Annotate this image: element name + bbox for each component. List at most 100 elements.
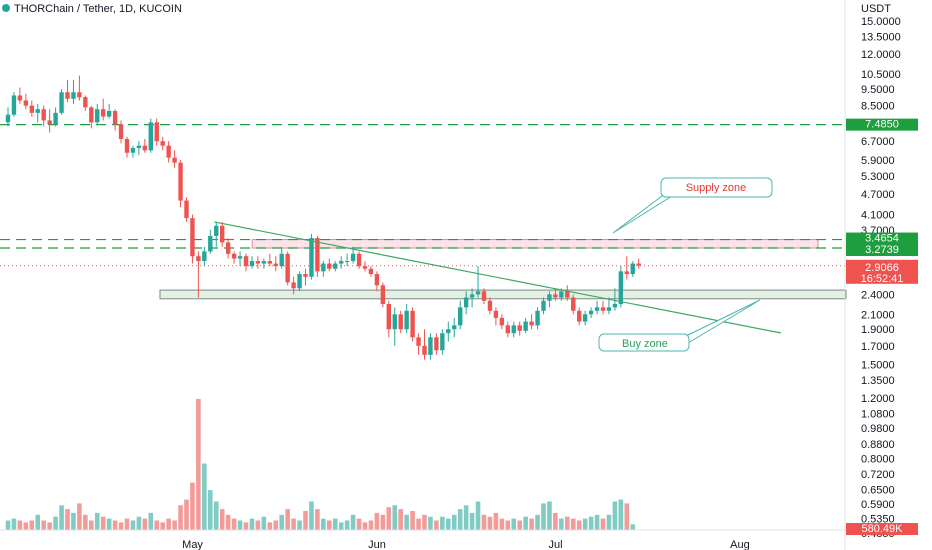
candle-body xyxy=(297,274,302,289)
volume-bar xyxy=(570,518,576,530)
candle-body xyxy=(118,124,124,139)
volume-bar xyxy=(148,512,154,530)
volume-bar xyxy=(368,520,374,530)
supply-zone-callout-box xyxy=(660,177,773,198)
candle-body xyxy=(487,300,493,311)
candle-body xyxy=(136,145,142,149)
level-tag-7485: 7.4850 xyxy=(865,119,899,131)
volume-bar xyxy=(612,501,618,530)
candle-body xyxy=(172,157,177,163)
candle-body xyxy=(398,314,403,330)
price-tick-label: 0.9800 xyxy=(861,423,895,435)
volume-bar xyxy=(47,522,52,530)
volume-bar xyxy=(630,524,636,530)
candle-countdown-label: 16:52:41 xyxy=(861,273,904,285)
candle-body xyxy=(380,285,386,305)
candle-body xyxy=(243,256,249,267)
candle-body xyxy=(624,271,629,275)
last-price-label: 2.9066 xyxy=(865,262,899,274)
candle-body xyxy=(249,261,255,267)
volume-bar xyxy=(297,520,302,530)
candle-body xyxy=(23,100,29,106)
candle-body xyxy=(5,114,11,123)
volume-bar xyxy=(219,509,225,530)
volume-bar xyxy=(237,520,243,530)
supply-zone-box xyxy=(251,239,819,249)
volume-bar xyxy=(327,520,332,530)
price-tick-label: 0.8000 xyxy=(861,453,895,465)
price-tick-label: 10.5000 xyxy=(861,69,901,81)
volume-bar xyxy=(565,516,570,530)
volume-bar xyxy=(29,520,35,530)
candle-body xyxy=(77,92,82,98)
volume-bar xyxy=(374,512,380,530)
candle-body xyxy=(446,329,451,334)
volume-bar xyxy=(315,509,320,530)
candle-body xyxy=(458,307,463,326)
time-tick-label: Jul xyxy=(548,539,562,550)
volume-bar xyxy=(398,509,403,530)
volume-bar xyxy=(261,516,267,530)
candle-body xyxy=(577,310,582,322)
candle-body xyxy=(404,310,409,330)
volume-bar xyxy=(71,512,76,530)
time-axis[interactable]: May Jun Jul Aug xyxy=(182,539,750,550)
volume-bar xyxy=(196,398,201,530)
volume-bar xyxy=(130,520,136,530)
candle-body xyxy=(428,337,433,355)
volume-bar xyxy=(106,518,112,530)
candle-body xyxy=(475,291,481,295)
volume-bar xyxy=(243,522,249,530)
volume-bar xyxy=(350,514,356,530)
volume-bar xyxy=(255,520,261,530)
candle-body xyxy=(440,333,445,351)
candle-body xyxy=(160,141,165,146)
volume-bar xyxy=(17,520,23,530)
volume-bar xyxy=(392,505,398,530)
price-tick-label: 1.7000 xyxy=(861,341,895,353)
volume-bar xyxy=(184,499,189,530)
candle-body xyxy=(124,138,130,153)
candle-body xyxy=(53,112,58,125)
candle-body xyxy=(523,321,528,331)
price-tick-label: 5.9000 xyxy=(861,155,895,167)
volume-bar xyxy=(142,518,148,530)
volume-bar xyxy=(83,514,88,530)
volume-bar xyxy=(588,516,594,530)
price-tick-label: 1.5000 xyxy=(861,360,895,372)
candle-body xyxy=(321,263,326,272)
candle-body xyxy=(89,107,94,123)
price-tick-label: 1.0800 xyxy=(861,409,895,421)
candle-body xyxy=(505,325,510,334)
level-lines xyxy=(0,124,845,267)
volume-bar xyxy=(386,507,392,530)
callouts: Supply zone Buy zone xyxy=(598,177,773,352)
candle-body xyxy=(493,310,499,318)
candle-body xyxy=(559,291,564,298)
volume-bar xyxy=(440,516,445,530)
volume-bar xyxy=(303,511,308,530)
candle-body xyxy=(285,253,290,283)
volume-bar xyxy=(77,503,82,530)
price-tick-label: 15.0000 xyxy=(861,16,901,28)
candle-body xyxy=(178,162,183,201)
candle-body xyxy=(261,261,267,264)
trendline-layer xyxy=(214,221,782,334)
volume-bar xyxy=(190,482,195,530)
candle-body xyxy=(154,122,159,142)
volume-bar xyxy=(535,514,540,530)
volume-bar xyxy=(446,518,451,530)
candle-body xyxy=(452,325,457,330)
candle-body xyxy=(529,321,534,326)
volume-bar xyxy=(208,490,213,530)
candle-body xyxy=(214,225,219,236)
volume-bar xyxy=(624,503,630,530)
candle-body xyxy=(190,218,195,257)
candle-body xyxy=(65,92,70,99)
candle-body xyxy=(469,294,475,298)
candle-body xyxy=(416,337,421,346)
volume-bar xyxy=(529,518,534,530)
volume-bar xyxy=(166,518,171,530)
price-tick-label: 0.8800 xyxy=(861,439,895,451)
